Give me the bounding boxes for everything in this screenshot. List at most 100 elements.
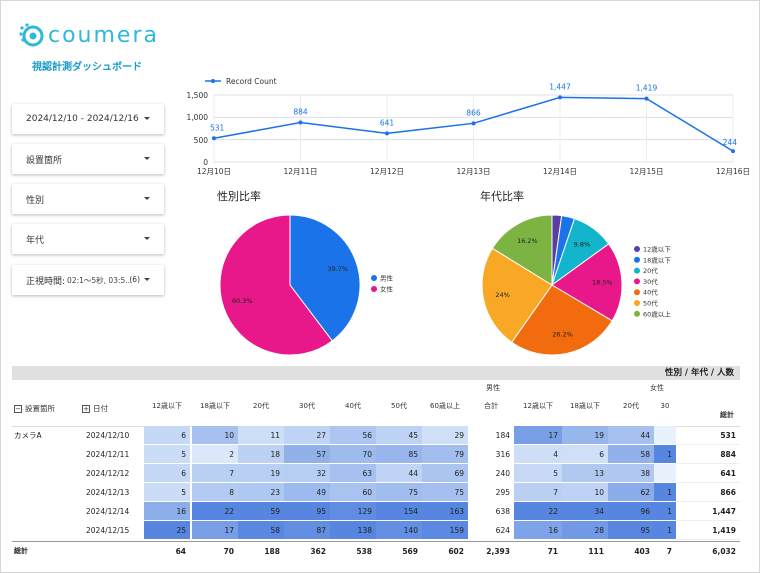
date-range-filter[interactable]: 2024/12/10 - 2024/12/16	[12, 104, 164, 134]
legend-swatch	[634, 300, 640, 306]
table-cell: 79	[422, 445, 468, 464]
column-header: 30	[660, 402, 670, 410]
collapse-icon[interactable]: −	[14, 405, 22, 413]
grand-total-value: 6,032	[712, 547, 736, 556]
table-cell: 58	[238, 521, 284, 540]
table-cell: 44	[608, 426, 654, 445]
table-cell: 184	[468, 426, 514, 445]
date-cell: 2024/12/13	[86, 488, 130, 497]
x-tick-label: 12月13日	[456, 167, 490, 176]
slice-label: 18.5%	[592, 279, 613, 287]
slice-label: 60.3%	[232, 297, 253, 305]
location-filter[interactable]: 設置箇所	[12, 144, 164, 174]
data-label: 244	[723, 138, 738, 147]
table-cell: 16	[144, 502, 190, 521]
data-point	[385, 131, 389, 136]
table-cell: 6	[144, 464, 190, 483]
x-tick-label: 12月12日	[370, 167, 404, 176]
table-cell: 7	[192, 464, 238, 483]
table-cell: 2	[192, 445, 238, 464]
pie-slice	[219, 214, 333, 356]
table-cell: 17	[192, 521, 238, 540]
table-cell: 75	[422, 483, 468, 502]
legend-label: 60歳以上	[643, 309, 671, 318]
pie-slice	[289, 214, 361, 342]
viewing-time-selection: 02:1～5秒, 03:5...	[67, 275, 133, 285]
table-cell: 316	[468, 445, 514, 464]
row-total-cell: 531	[676, 426, 740, 445]
row-total-cell: 1,419	[676, 521, 740, 540]
grand-total-cell: 403	[634, 547, 650, 556]
column-header: 30代	[299, 402, 315, 410]
table-cell: 154	[376, 502, 422, 521]
coumera-logo: coumera	[18, 22, 159, 48]
table-cell: 18	[238, 445, 284, 464]
grand-total-cell: 2,393	[486, 547, 510, 556]
legend-swatch	[634, 310, 640, 317]
table-cell: 17	[514, 426, 562, 445]
table-cell: 295	[468, 483, 514, 502]
line-legend-label: Record Count	[226, 77, 277, 86]
grand-total-cell: 64	[175, 547, 186, 556]
age-filter[interactable]: 年代	[12, 224, 164, 254]
table-cell: 56	[330, 426, 376, 445]
legend-label: 18歳以下	[643, 255, 671, 264]
table-cell: 22	[514, 502, 562, 521]
slice-label: 9.8%	[574, 240, 591, 248]
data-point	[212, 136, 216, 141]
data-point	[644, 96, 649, 101]
table-cell: 624	[468, 521, 514, 540]
x-tick-label: 12月15日	[629, 167, 663, 176]
legend-label: 20代	[643, 266, 658, 275]
dashboard-title: 視認計測ダッシュボード	[32, 62, 142, 73]
viewing-time-label: 正視時間:	[26, 276, 66, 287]
table-cell: 6	[562, 445, 608, 464]
location-filter-label: 設置箇所	[26, 155, 63, 166]
row-total-cell: 1,447	[676, 502, 740, 521]
logo-text: coumera	[48, 22, 159, 48]
table-cell: 11	[238, 426, 284, 445]
table-cell: 163	[422, 502, 468, 521]
table-cell: 19	[238, 464, 284, 483]
viewing-time-filter[interactable]: 正視時間: 02:1～5秒, 03:5... (6)	[12, 265, 164, 295]
table-cell: 638	[468, 502, 514, 521]
gender-filter[interactable]: 性別	[12, 184, 164, 214]
grand-total-cell: 70	[223, 547, 234, 556]
legend-swatch	[634, 256, 640, 263]
table-cell: 16	[514, 521, 562, 540]
table-cell: 59	[238, 502, 284, 521]
table-cell: 28	[562, 521, 608, 540]
table-cell: 138	[330, 521, 376, 540]
column-header: 40代	[345, 402, 361, 410]
legend-label: 男性	[380, 274, 394, 283]
column-header-total: 総計	[720, 411, 734, 419]
column-header: 12歳以下	[152, 402, 182, 410]
table-cell: 10	[562, 483, 608, 502]
row-header-location: − 設置箇所	[14, 404, 55, 413]
slice-label: 39.7%	[327, 265, 348, 273]
grand-total-cell: 71	[547, 547, 558, 556]
expand-icon[interactable]: +	[82, 405, 90, 413]
table-cell: 19	[562, 426, 608, 445]
dropdown-caret-icon	[144, 278, 150, 281]
table-cell: 75	[376, 483, 422, 502]
grand-total-cell: 569	[402, 547, 418, 556]
location-cell: カメラA	[14, 431, 42, 440]
logo-camera-icon	[18, 22, 44, 48]
pivot-table: 男性 女性 − 設置箇所 + 日付 12歳以下 18歳以下 20代 30代 40代 50代 60歳以上 合…	[12, 380, 740, 560]
legend-label: 12歳以下	[643, 245, 671, 254]
gender-chart-title: 性別比率	[217, 190, 261, 203]
table-cell: 63	[330, 464, 376, 483]
viewing-time-count: (6)	[129, 275, 140, 284]
column-header: 20代	[623, 402, 639, 410]
dropdown-caret-icon	[144, 157, 150, 160]
row-total-cell: 641	[676, 464, 740, 483]
column-header: 20代	[253, 402, 269, 410]
x-tick-label: 12月11日	[283, 167, 317, 176]
table-cell: 13	[562, 464, 608, 483]
table-cell	[654, 464, 676, 483]
y-tick-label: 500	[194, 136, 209, 145]
x-tick-label: 12月16日	[716, 167, 750, 176]
table-cell: 1	[654, 483, 676, 502]
column-header: 12歳以下	[523, 402, 553, 410]
